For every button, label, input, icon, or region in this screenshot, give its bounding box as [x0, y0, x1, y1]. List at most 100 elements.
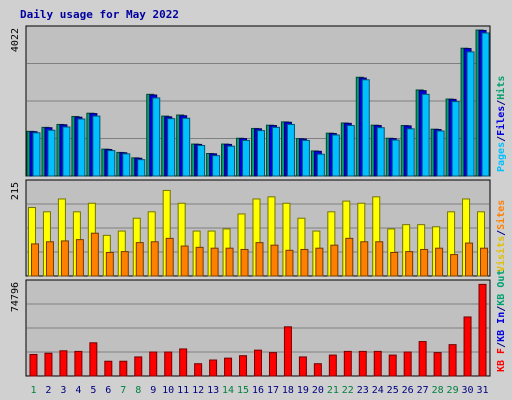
bar-top-pages-26	[406, 128, 415, 177]
legend-top-item-1: /	[496, 136, 507, 142]
bar-middle-sites-19	[300, 248, 309, 277]
panel-bottom-ymax-label: 74796	[10, 282, 21, 312]
bar-top-pages-8	[137, 159, 146, 177]
x-tick-label-28: 28	[432, 385, 444, 396]
legend-bottom-item-2: KB In	[496, 312, 507, 342]
x-tick-label-3: 3	[60, 385, 66, 396]
x-tick-label-23: 23	[357, 385, 369, 396]
bar-middle-sites-1	[30, 243, 39, 277]
x-tick-label-24: 24	[372, 385, 384, 396]
bar-top-pages-15	[242, 139, 251, 177]
x-tick-label-16: 16	[252, 385, 264, 396]
panel-bottom: 74796 KB F/KB In/KB Out	[10, 270, 507, 377]
bar-top-pages-30	[466, 51, 475, 177]
bar-top-pages-12	[197, 145, 206, 177]
bar-middle-sites-25	[390, 251, 399, 277]
bar-middle-sites-4	[75, 239, 84, 277]
panel-middle: 215 Visits/Sites	[10, 179, 507, 277]
x-tick-label-6: 6	[105, 385, 111, 396]
bar-bottom-kb-f-17	[268, 352, 277, 377]
bar-bottom-kb-f-9	[149, 351, 158, 377]
bar-middle-sites-13	[210, 247, 219, 277]
bar-bottom-kb-f-8	[134, 356, 143, 377]
bar-bottom-kb-f-4	[74, 350, 83, 377]
x-tick-label-12: 12	[192, 385, 204, 396]
x-tick-label-31: 31	[476, 385, 488, 396]
bar-bottom-kb-f-23	[358, 350, 367, 377]
bar-top-pages-31	[481, 32, 490, 177]
bar-bottom-kb-f-29	[448, 344, 457, 377]
x-tick-label-29: 29	[447, 385, 459, 396]
bar-middle-sites-18	[285, 249, 294, 277]
x-tick-label-20: 20	[312, 385, 324, 396]
bar-bottom-kb-f-20	[313, 363, 322, 377]
legend-top-item-2: Files	[495, 106, 507, 136]
x-tick-label-25: 25	[387, 385, 399, 396]
bar-top-pages-25	[391, 139, 400, 177]
bar-top-pages-3	[62, 126, 71, 177]
bar-top-pages-11	[182, 117, 191, 177]
bar-middle-sites-3	[60, 240, 69, 277]
bar-middle-sites-21	[330, 244, 339, 277]
bar-top-pages-28	[436, 130, 445, 177]
bar-bottom-kb-f-14	[224, 357, 233, 377]
bar-top-pages-24	[376, 127, 385, 177]
x-tick-label-17: 17	[267, 385, 279, 396]
x-axis: 1 2 3 4 5 6 7 8 9 10 11 12 13 14 15 16 17 18 19 20 21 22 23 24 2…	[30, 385, 488, 396]
chart-panels: 4022Pages/Files/Hits215Visits/Sites74796…	[10, 25, 507, 377]
x-tick-label-19: 19	[297, 385, 309, 396]
bar-middle-sites-5	[90, 232, 99, 277]
bar-middle-sites-8	[135, 242, 144, 277]
x-tick-label-2: 2	[45, 385, 51, 396]
bar-middle-sites-15	[240, 248, 249, 277]
bar-top-pages-7	[122, 153, 131, 177]
bar-top-pages-6	[107, 150, 116, 177]
bar-middle-sites-7	[120, 251, 129, 277]
bar-middle-sites-17	[270, 244, 279, 277]
bar-top-pages-2	[47, 129, 56, 177]
x-tick-label-10: 10	[162, 385, 174, 396]
bar-middle-sites-9	[150, 241, 159, 277]
legend-middle-item-0: Visits	[495, 236, 507, 272]
legend-bottom-item-3: /	[496, 306, 507, 312]
bar-top-pages-18	[286, 123, 295, 177]
bar-bottom-kb-f-16	[254, 349, 262, 377]
x-tick-label-21: 21	[327, 385, 339, 396]
x-tick-label-5: 5	[90, 385, 96, 396]
legend-middle-item-1: /	[496, 230, 507, 236]
x-tick-label-27: 27	[417, 385, 429, 396]
bar-middle-sites-24	[375, 241, 384, 277]
bar-bottom-kb-f-3	[59, 350, 68, 377]
bar-middle-sites-31	[480, 247, 489, 277]
bar-bottom-kb-f-12	[194, 363, 203, 377]
legend-top-item-3: /	[496, 100, 507, 106]
x-tick-label-26: 26	[402, 385, 414, 396]
bar-bottom-kb-f-26	[403, 351, 412, 377]
x-tick-label-8: 8	[135, 385, 141, 396]
bar-top-pages-19	[301, 139, 310, 177]
bar-top-pages-27	[421, 93, 430, 177]
bar-middle-sites-6	[105, 251, 114, 277]
panel-bottom-legend: KB F/KB In/KB Out	[496, 270, 507, 372]
legend-bottom-item-4: KB Out	[496, 270, 507, 306]
bar-bottom-kb-f-21	[328, 354, 337, 377]
bar-top-pages-17	[271, 126, 280, 177]
bar-bottom-kb-f-13	[209, 359, 218, 377]
bar-middle-sites-28	[435, 247, 444, 277]
bar-middle-sites-23	[360, 241, 369, 277]
bar-top-pages-10	[167, 118, 176, 177]
bar-top-pages-29	[451, 101, 460, 177]
bar-bottom-kb-f-31	[478, 283, 487, 377]
bar-bottom-kb-f-22	[343, 350, 352, 377]
bar-top-pages-1	[32, 132, 41, 177]
legend-bottom-item-1: /	[496, 342, 507, 348]
x-tick-label-1: 1	[30, 385, 36, 396]
bar-bottom-kb-f-10	[164, 351, 173, 377]
panel-middle-legend: Visits/Sites	[495, 200, 507, 272]
bar-middle-sites-29	[450, 254, 459, 277]
bar-bottom-kb-f-24	[373, 350, 382, 377]
bar-bottom-kb-f-15	[239, 355, 248, 377]
bar-bottom-kb-f-18	[283, 326, 292, 377]
chart-title: Daily usage for May 2022	[20, 8, 179, 21]
bar-middle-sites-26	[405, 251, 414, 277]
